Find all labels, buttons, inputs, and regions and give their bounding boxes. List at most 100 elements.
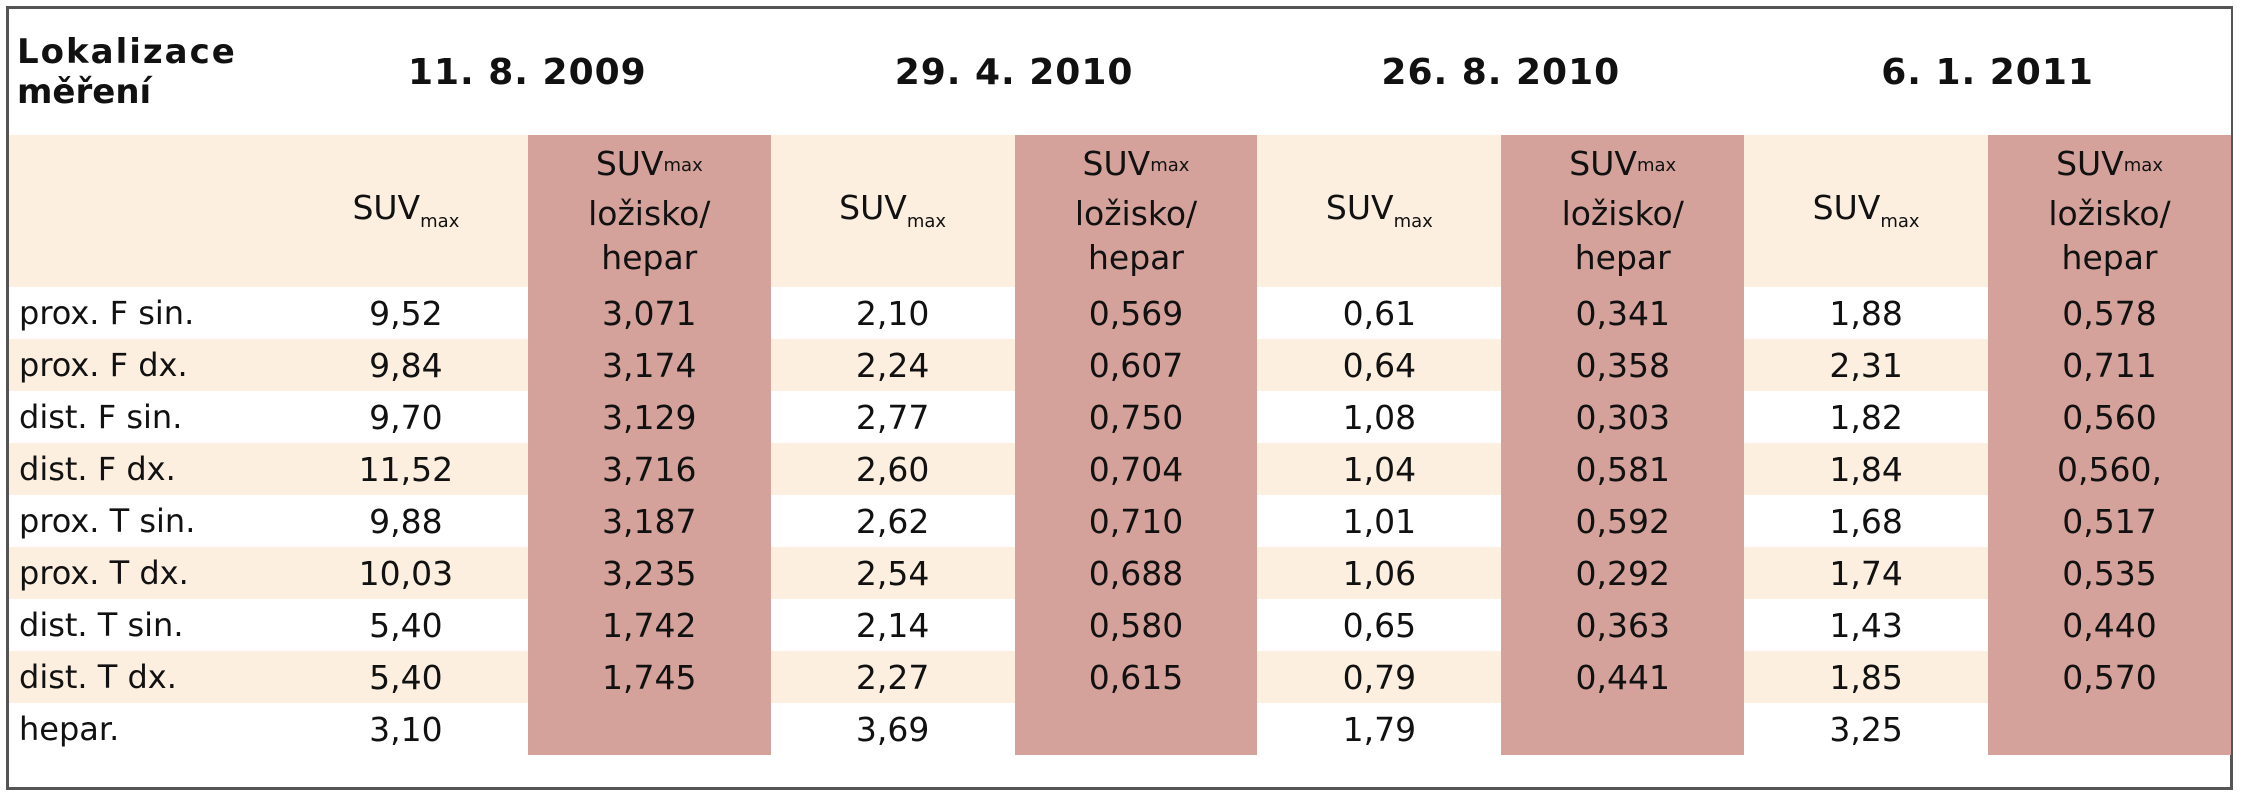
table-row: hepar. 3,10 3,69 1,79 3,25: [9, 703, 2231, 755]
ratio-cell: 0,592: [1501, 495, 1745, 547]
ratio-cell: 0,710: [1014, 495, 1258, 547]
ratio-cell: 0,440: [1988, 599, 2231, 651]
ratio-cell: 0,341: [1501, 287, 1745, 339]
suv-max-header: SUVmax: [770, 135, 1015, 287]
table-row: prox. F dx. 9,84 3,174 2,24 0,607 0,64 0,358 2,…: [9, 339, 2231, 391]
max-subscript: max: [1150, 155, 1190, 176]
ratio-line3: hepar: [601, 238, 698, 277]
ratio-cell: 0,560,: [1988, 443, 2231, 495]
ratio-line2: ložisko/: [1561, 194, 1684, 233]
table-row: dist. F dx. 11,52 3,716 2,60 0,704 1,04 0,581 1…: [9, 443, 2231, 495]
suv-cell: 1,84: [1744, 443, 1989, 495]
suv-table: Lokalizace měření 11. 8. 2009 29. 4. 201…: [9, 9, 2231, 755]
suv-cell: 3,69: [770, 703, 1015, 755]
ratio-cell: 0,517: [1988, 495, 2231, 547]
row-label: dist. F dx.: [9, 443, 284, 495]
suv-cell: 0,79: [1257, 651, 1502, 703]
suv-ratio-header: SUVmax ložisko/hepar: [1988, 135, 2231, 287]
ratio-cell: 0,363: [1501, 599, 1745, 651]
row-label: prox. T sin.: [9, 495, 284, 547]
row-label: prox. T dx.: [9, 547, 284, 599]
ratio-cell: 0,704: [1014, 443, 1258, 495]
suv-cell: 0,65: [1257, 599, 1502, 651]
ratio-line1: SUVmax: [528, 142, 771, 192]
ratio-cell: [527, 703, 771, 755]
ratio-cell: 1,745: [527, 651, 771, 703]
ratio-cell: 0,569: [1014, 287, 1258, 339]
suv-label: SUV: [1812, 188, 1881, 227]
ratio-cell: 0,578: [1988, 287, 2231, 339]
suv-cell: 2,62: [770, 495, 1015, 547]
table-frame: [6, 6, 2233, 790]
ratio-cell: 0,441: [1501, 651, 1745, 703]
suv-cell: 2,24: [770, 339, 1015, 391]
ratio-cell: 0,292: [1501, 547, 1745, 599]
suv-cell: 2,14: [770, 599, 1015, 651]
suv-ratio-header: SUVmax ložisko/hepar: [1501, 135, 1745, 287]
ratio-cell: 3,235: [527, 547, 771, 599]
table-row: prox. T sin. 9,88 3,187 2,62 0,710 1,01 0,592 1…: [9, 495, 2231, 547]
suv-ratio-header: SUVmax ložisko/hepar: [1014, 135, 1258, 287]
row-label: hepar.: [9, 703, 284, 755]
suv-cell: 9,84: [283, 339, 528, 391]
suv-label: SUV: [1082, 144, 1151, 183]
suv-label: SUV: [352, 188, 421, 227]
ratio-line2: ložisko/: [2048, 194, 2171, 233]
ratio-cell: 0,580: [1014, 599, 1258, 651]
suv-max-header: SUVmax: [283, 135, 528, 287]
suv-ratio-header: SUVmax ložisko/hepar: [527, 135, 771, 287]
ratio-cell: 0,560: [1988, 391, 2231, 443]
suv-cell: 2,54: [770, 547, 1015, 599]
ratio-cell: 0,570: [1988, 651, 2231, 703]
ratio-line3: hepar: [1088, 238, 1184, 277]
table-row: dist. T dx. 5,40 1,745 2,27 0,615 0,79 0,441 1,…: [9, 651, 2231, 703]
row-label: prox. F dx.: [9, 339, 284, 391]
ratio-line2: ložisko/: [588, 194, 711, 233]
ratio-cell: 3,174: [527, 339, 771, 391]
suv-label: SUV: [1325, 188, 1394, 227]
ratio-line3: hepar: [2061, 238, 2158, 277]
ratio-cell: 0,615: [1014, 651, 1258, 703]
suv-cell: 11,52: [283, 443, 528, 495]
max-subscript: max: [906, 211, 947, 232]
suv-cell: 5,40: [283, 599, 528, 651]
ratio-line1: SUVmax: [1988, 142, 2231, 192]
ratio-cell: 0,303: [1501, 391, 1745, 443]
row-label: prox. F sin.: [9, 287, 284, 339]
suv-cell: 3,25: [1744, 703, 1989, 755]
suv-label: SUV: [595, 144, 664, 183]
suv-cell: 1,85: [1744, 651, 1989, 703]
ratio-cell: 0,358: [1501, 339, 1745, 391]
location-header-line1: Lokalizace: [17, 32, 237, 72]
ratio-line1: SUVmax: [1501, 142, 1744, 192]
max-subscript: max: [1393, 211, 1433, 232]
ratio-cell: 3,716: [527, 443, 771, 495]
suv-cell: 0,64: [1257, 339, 1502, 391]
suv-cell: 1,43: [1744, 599, 1989, 651]
suv-cell: 5,40: [283, 651, 528, 703]
suv-cell: 9,88: [283, 495, 528, 547]
ratio-cell: [1501, 703, 1745, 755]
row-label: dist. F sin.: [9, 391, 284, 443]
date-header: 6. 1. 2011: [1744, 9, 2231, 135]
suv-cell: 1,79: [1257, 703, 1502, 755]
max-subscript: max: [1636, 155, 1677, 176]
suv-cell: 1,04: [1257, 443, 1502, 495]
location-header: Lokalizace měření: [9, 9, 284, 135]
row-label: dist. T dx.: [9, 651, 284, 703]
location-header-line2: měření: [17, 72, 152, 112]
ratio-cell: 3,129: [527, 391, 771, 443]
ratio-cell: [1988, 703, 2231, 755]
suv-cell: 1,68: [1744, 495, 1989, 547]
subheader-empty: [9, 135, 284, 287]
ratio-cell: 0,688: [1014, 547, 1258, 599]
suv-cell: 2,10: [770, 287, 1015, 339]
ratio-cell: 0,535: [1988, 547, 2231, 599]
suv-cell: 3,10: [283, 703, 528, 755]
suv-max-header: SUVmax: [1744, 135, 1989, 287]
table-row: dist. F sin. 9,70 3,129 2,77 0,750 1,08 0,303 1…: [9, 391, 2231, 443]
suv-cell: 2,60: [770, 443, 1015, 495]
ratio-line1: SUVmax: [1015, 142, 1258, 192]
suv-cell: 1,08: [1257, 391, 1502, 443]
ratio-cell: 0,581: [1501, 443, 1745, 495]
